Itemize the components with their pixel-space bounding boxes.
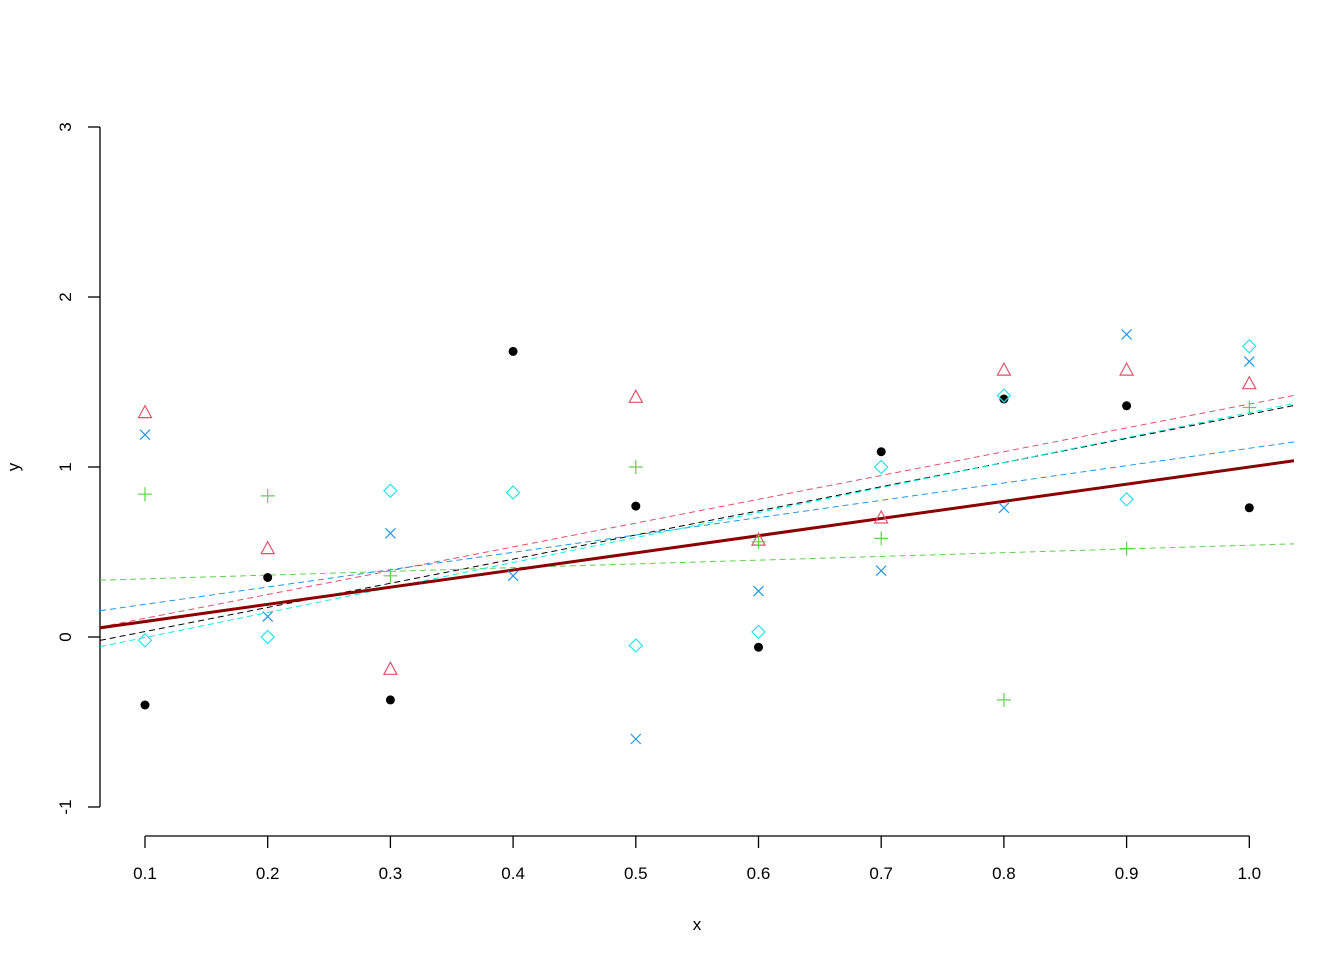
data-point-triangle — [873, 509, 889, 524]
data-point-triangle — [382, 661, 398, 675]
x-tick-label: 0.9 — [1115, 864, 1139, 883]
data-point-triangle — [137, 404, 153, 419]
data-point-dot — [631, 501, 641, 511]
data-point-cross — [875, 565, 887, 577]
y-tick-label: 3 — [56, 122, 75, 131]
data-point-cross — [139, 429, 151, 441]
data-point-cross — [262, 611, 274, 623]
data-point-dot — [263, 573, 273, 582]
series-fit-line — [100, 543, 1294, 581]
data-point-diamond — [260, 629, 276, 645]
series-fit-line — [100, 441, 1294, 612]
overall-fit-line — [100, 459, 1294, 630]
y-tick-label: 1 — [56, 462, 75, 471]
data-point-plus — [874, 531, 889, 546]
data-point-cross — [1243, 356, 1255, 368]
data-point-dot — [140, 700, 150, 710]
series-fit-line — [100, 394, 1294, 628]
data-point-diamond — [505, 485, 521, 500]
x-tick-label: 0.2 — [256, 864, 280, 883]
data-point-plus — [260, 488, 275, 503]
data-point-dot — [508, 346, 518, 356]
series-fit-line — [100, 403, 1294, 648]
x-tick-label: 0.1 — [133, 864, 157, 883]
data-point-dot — [385, 695, 395, 705]
data-point-plus — [628, 460, 643, 474]
y-tick-label: -1 — [56, 799, 75, 814]
data-point-diamond — [1241, 338, 1257, 354]
data-point-dot — [1244, 503, 1254, 513]
data-point-diamond — [137, 633, 153, 648]
data-point-dot — [876, 447, 886, 457]
x-tick-label: 0.8 — [992, 864, 1016, 883]
data-point-plus — [138, 487, 152, 502]
data-point-cross — [998, 502, 1010, 514]
data-point-diamond — [1119, 491, 1134, 507]
data-point-triangle — [628, 389, 644, 403]
data-point-diamond — [628, 638, 644, 653]
data-point-dot — [754, 642, 763, 652]
data-point-plus — [996, 692, 1011, 707]
y-axis: -1 0 1 2 3 — [56, 122, 101, 815]
x-tick-label: 1.0 — [1237, 864, 1261, 883]
y-tick-label: 2 — [56, 292, 75, 301]
data-point-plus — [1242, 400, 1257, 415]
data-points — [137, 328, 1257, 745]
data-point-diamond — [996, 388, 1012, 403]
data-point-dot — [1122, 401, 1132, 411]
data-point-triangle — [1119, 361, 1135, 376]
data-point-cross — [630, 733, 642, 745]
data-point-diamond — [751, 624, 766, 640]
data-point-cross — [753, 585, 764, 597]
data-point-diamond — [383, 483, 398, 499]
data-point-cross — [1121, 328, 1133, 340]
x-axis: 0.1 0.2 0.3 0.4 0.5 0.6 0.7 0.8 0.9 1.0 — [133, 835, 1261, 883]
data-point-cross — [384, 527, 396, 539]
x-tick-label: 0.6 — [747, 864, 771, 883]
data-point-triangle — [996, 361, 1012, 376]
x-tick-label: 0.4 — [501, 864, 525, 883]
data-point-diamond — [873, 459, 889, 475]
x-tick-label: 0.3 — [379, 864, 403, 883]
data-point-cross — [507, 570, 519, 582]
x-tick-label: 0.5 — [624, 864, 648, 883]
data-point-dot — [999, 394, 1009, 404]
x-axis-label: x — [693, 915, 702, 934]
y-tick-label: 0 — [56, 632, 75, 641]
data-point-plus — [751, 534, 766, 549]
data-point-plus — [383, 568, 398, 583]
series-fit-line — [100, 405, 1294, 641]
y-axis-label: y — [4, 462, 23, 471]
data-point-triangle — [1241, 375, 1257, 390]
data-point-triangle — [260, 540, 276, 555]
x-tick-label: 0.7 — [869, 864, 893, 883]
data-point-plus — [1119, 541, 1134, 556]
regression-lines — [100, 394, 1294, 648]
